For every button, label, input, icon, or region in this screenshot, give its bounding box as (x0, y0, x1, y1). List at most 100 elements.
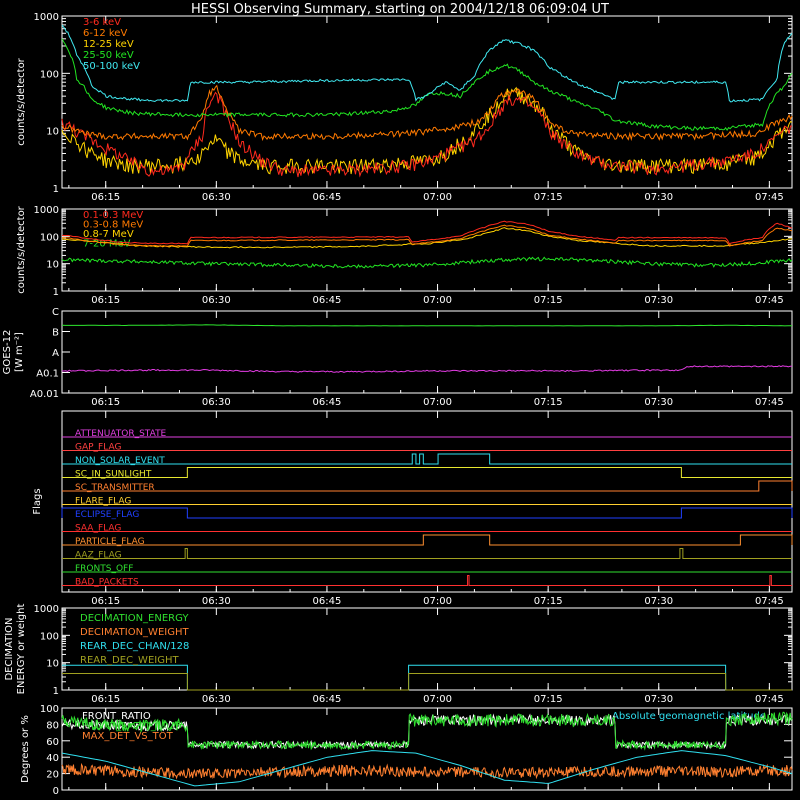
y-tick-label: 10 (46, 260, 59, 271)
legend-entry: 7-20 MeV (83, 239, 131, 250)
panel-lightcurves-high: 1 10 100 1000 06:15 06:30 06:45 07:00 07:15 07:30… (16, 205, 793, 306)
series-line-goes-short (62, 365, 793, 373)
series-line-25-50 (61, 38, 793, 132)
legend-entry: 0.8-7 MeV (83, 229, 134, 240)
legend-entry: REAR_DEC_CHAN/128 (80, 641, 189, 652)
legend-entry: 0.1-0.3 MeV (83, 210, 143, 221)
x-tick-label: 06:15 (91, 694, 120, 705)
x-tick-label: 06:45 (313, 596, 342, 607)
flag-label: GAP_FLAG (75, 443, 121, 453)
y-tick-label: 1 (53, 287, 59, 298)
legend-entry: FRONT_RATIO (82, 711, 151, 722)
x-tick-label: 06:45 (313, 192, 342, 203)
x-tick-label: 07:30 (644, 694, 673, 705)
y-axis-label-2: ENERGY or weight (16, 604, 27, 695)
x-tick-label: 07:45 (755, 596, 784, 607)
series-line-50-100 (61, 24, 793, 103)
y-tick-label: A0.1 (36, 369, 59, 380)
legend-entry: DECIMATION_WEIGHT (80, 627, 189, 638)
x-tick-label: 06:15 (91, 397, 120, 408)
x-tick-label: 07:30 (644, 397, 673, 408)
series-line-7-20 (61, 256, 793, 269)
series-line-6-12 (61, 84, 793, 142)
y-axis-label: Flags (32, 488, 43, 514)
x-tick-label: 07:15 (534, 397, 563, 408)
x-tick-label: 07:15 (534, 694, 563, 705)
x-tick-label: 06:45 (313, 694, 342, 705)
panel-lightcurves-low-frame (61, 15, 793, 189)
panel-decimation: 1 10 100 1000 06:15 06:30 06:45 07:00 07:15 07:30… (4, 604, 793, 705)
flag-label: NON_SOLAR_EVENT (75, 456, 165, 466)
x-tick-label: 07:45 (755, 192, 784, 203)
x-tick-label: 06:15 (91, 192, 120, 203)
series-line-0.3-0.8 (62, 224, 793, 247)
panel-lightcurves-low: 1 10 100 1000 06:15 06:30 06:45 07:00 07:15 07:30… (16, 12, 793, 203)
y-axis-label: counts/s/detector (16, 205, 27, 293)
x-tick-label: 06:45 (313, 397, 342, 408)
x-tick-label: 07:00 (423, 192, 452, 203)
y-tick-label: 80 (46, 720, 59, 731)
series-line-max-det (61, 762, 793, 780)
flag-label: PARTICLE_FLAG (75, 537, 145, 547)
flag-line (62, 453, 792, 465)
y-tick-label: 100 (40, 704, 59, 715)
panel-flags: 06:15 06:30 06:45 07:00 07:15 07:30 07:45 Flags… (32, 410, 793, 607)
y-tick-label: 1000 (34, 604, 59, 615)
y-tick-label: A0.01 (30, 389, 59, 400)
y-tick-label: 20 (46, 770, 59, 781)
series-line-front-ratio-1225 (61, 711, 793, 751)
legend-entry: 12-25 keV (83, 39, 134, 50)
flag-line (62, 534, 793, 546)
y-tick-label: 1 (53, 686, 59, 697)
series-line-3-6 (61, 91, 793, 178)
y-tick-label: 10 (46, 127, 59, 138)
panel-goes-frame (61, 310, 793, 394)
flag-line (62, 548, 792, 559)
legend-entry: REAR_DEC_WEIGHT (80, 655, 179, 666)
panel-ratios: 0 20 40 60 80 100 Degrees or % FRONT_RATIOFRONT… (20, 704, 793, 797)
legend-entry: 25-50 keV (83, 50, 134, 61)
panel-ratios-frame (61, 707, 793, 791)
y-tick-label: 100 (40, 631, 59, 642)
series-line-goes-long (61, 324, 792, 327)
x-tick-label: 07:00 (423, 295, 452, 306)
x-tick-label: 06:15 (91, 295, 120, 306)
legend-entry-geomag: Absolute geomagnetic latitude (612, 711, 766, 722)
x-tick-label: 06:30 (202, 694, 231, 705)
legend-entry: 0.3-0.8 MeV (83, 220, 143, 231)
x-tick-label: 07:30 (644, 596, 673, 607)
legend-entry: 6-12 keV (83, 28, 127, 39)
y-tick-label: B (52, 328, 59, 339)
legend-entry: FRONT_RATIO_1225 (82, 721, 181, 732)
y-tick-label: 10 (46, 659, 59, 670)
x-tick-label: 06:30 (202, 397, 231, 408)
y-axis-label: GOES-12 (2, 330, 13, 375)
legend-entry: MAX_DET_VS_TOT (82, 731, 174, 742)
panel-lightcurves-high-frame (61, 208, 793, 292)
x-tick-label: 07:30 (644, 295, 673, 306)
y-axis-label: counts/s/detector (16, 57, 27, 145)
flag-label: SAA_FLAG (75, 524, 121, 534)
series-line-0.8-7 (61, 227, 793, 249)
y-tick-label: 40 (46, 753, 59, 764)
flag-line (62, 480, 793, 492)
decimation-line (62, 664, 792, 691)
panel-flags-frame (61, 410, 793, 593)
legend-entry: 50-100 keV (83, 61, 140, 72)
flag-label: ECLIPSE_FLAG (75, 510, 139, 520)
x-tick-label: 07:15 (534, 192, 563, 203)
y-tick-label: 1 (53, 184, 59, 195)
x-tick-label: 07:00 (423, 694, 452, 705)
flag-label: SC_TRANSMITTER (75, 483, 155, 493)
y-tick-label: 60 (46, 737, 59, 748)
y-axis-unit: [W m⁻²] (14, 332, 25, 372)
x-tick-label: 06:45 (313, 295, 342, 306)
flag-line (61, 507, 793, 519)
series-line-0.1-0.3 (61, 220, 793, 245)
y-tick-label: 1000 (34, 205, 59, 216)
panel-goes: 06:15 06:30 06:45 07:00 07:15 07:30 07:45 A0.01… (2, 307, 793, 408)
y-tick-label: 1000 (34, 12, 59, 23)
flag-label: AAZ_FLAG (75, 551, 122, 561)
